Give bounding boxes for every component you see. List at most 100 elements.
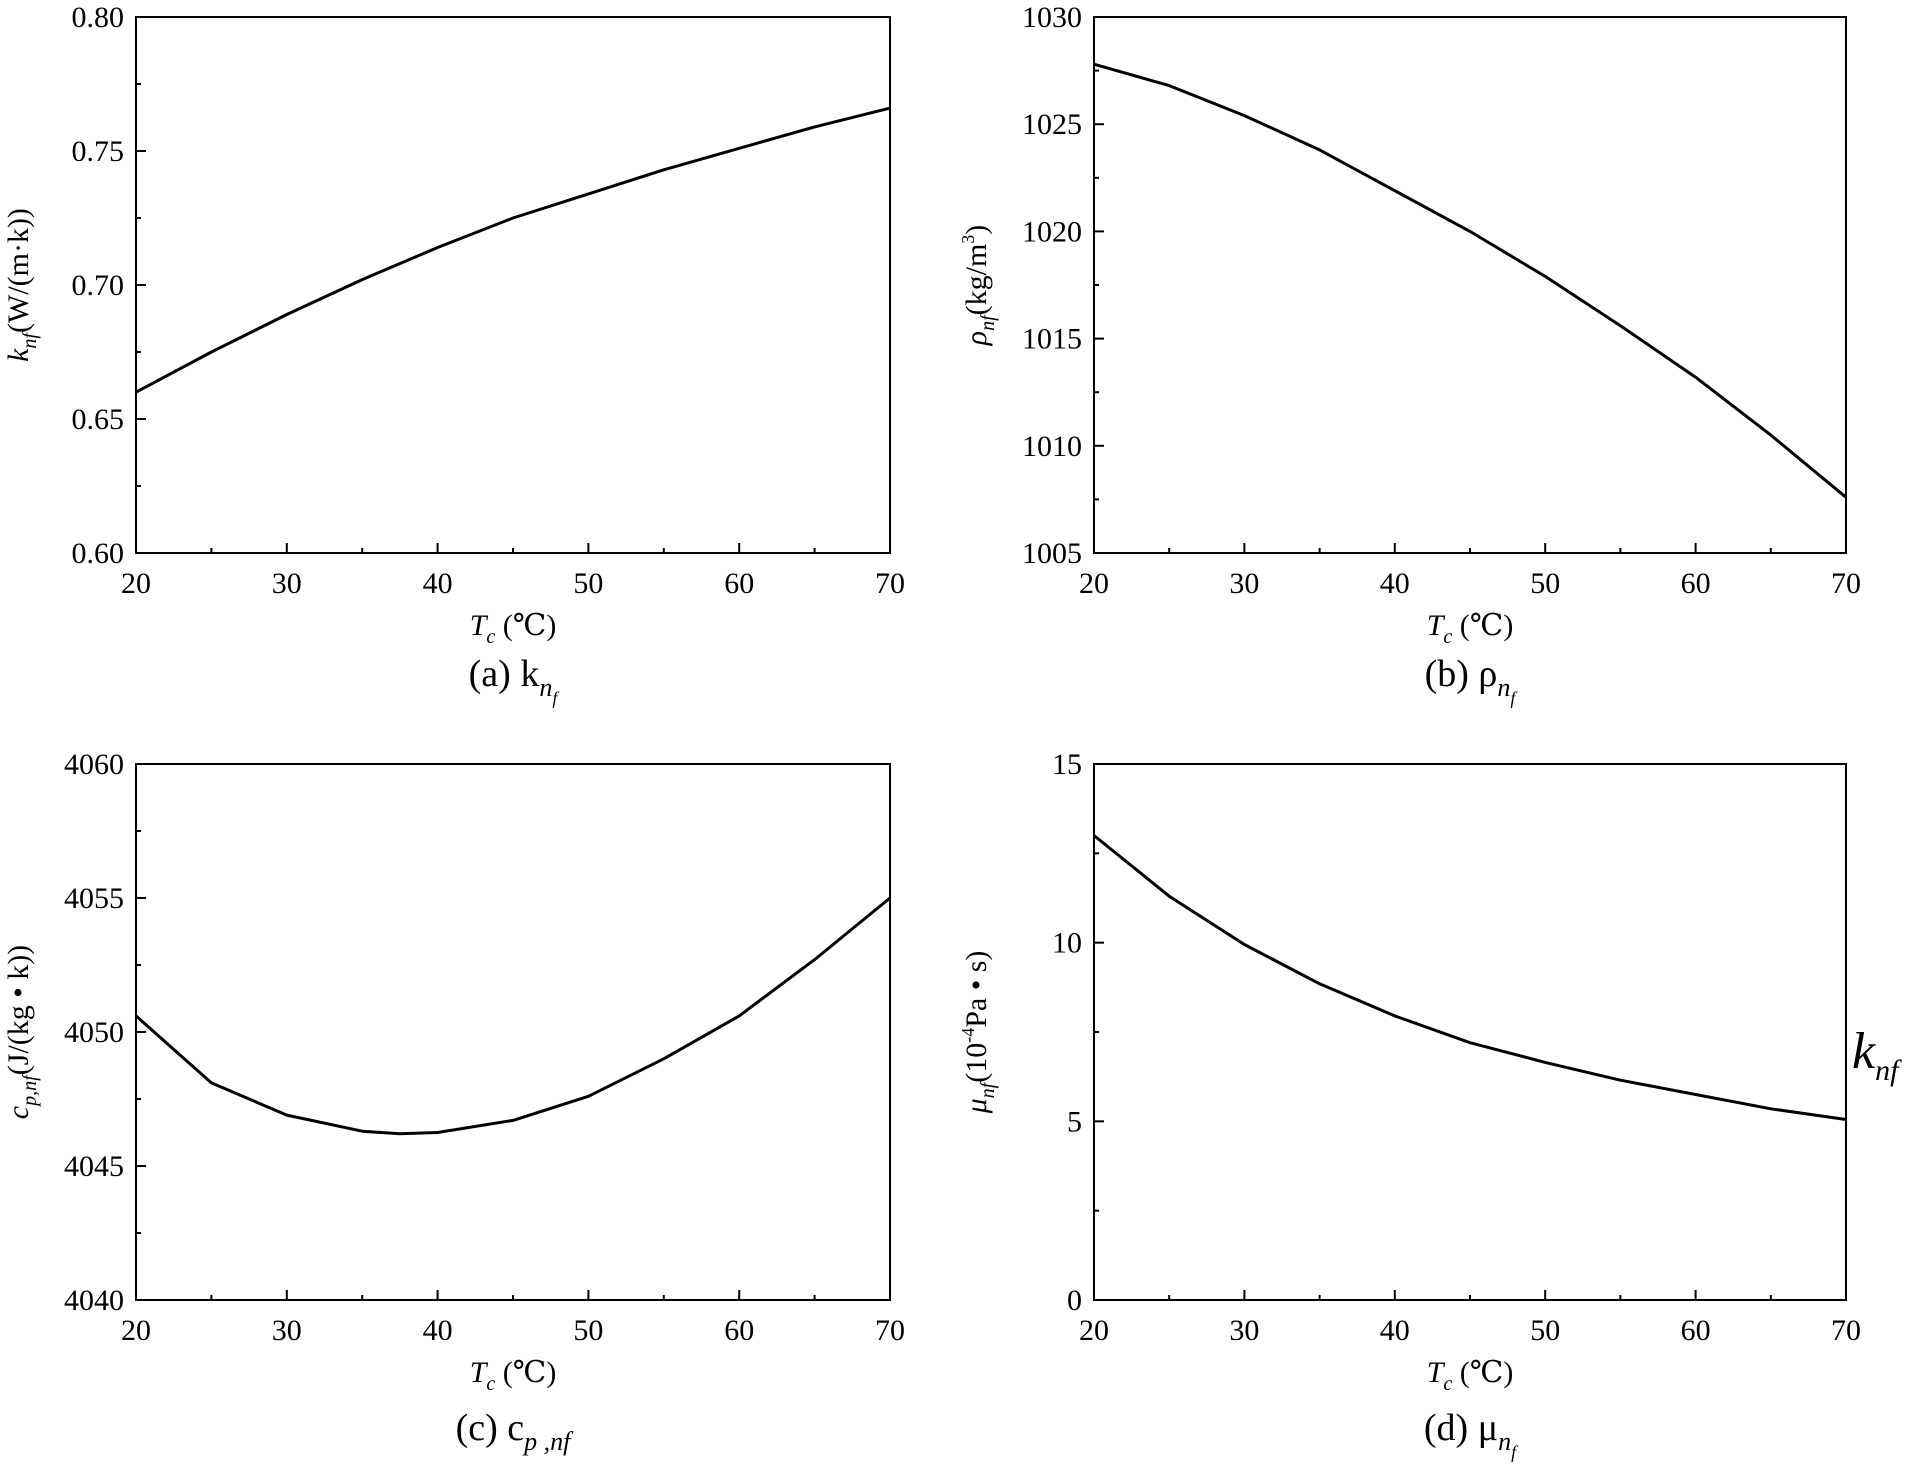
y-axis-subscript: nf xyxy=(977,1080,999,1098)
y-axis-subscript: nf xyxy=(19,331,41,349)
y-tick-label: 0.70 xyxy=(72,269,125,302)
y-tick-label: 4040 xyxy=(64,1284,124,1317)
x-tick-label: 70 xyxy=(1831,567,1861,600)
x-tick-label: 40 xyxy=(1380,567,1410,600)
x-tick-label: 40 xyxy=(423,567,453,600)
plot-frame xyxy=(1093,16,1847,554)
x-axis-label: Tc (℃) xyxy=(470,609,557,648)
x-tick-label: 70 xyxy=(875,1314,905,1347)
y-axis-unit-end: Pa • s) xyxy=(960,951,993,1028)
series-line xyxy=(135,106,891,394)
y-axis-symbol: μ xyxy=(960,1098,993,1114)
x-axis-unit: (℃) xyxy=(1452,609,1513,642)
y-tick-label: 1005 xyxy=(1022,537,1082,570)
y-tick-label: 1010 xyxy=(1022,430,1082,463)
y-axis-unit: (J/(kg • k)) xyxy=(2,945,35,1075)
caption-subscript: n xyxy=(1498,1427,1511,1456)
y-tick-label: 4055 xyxy=(64,882,124,915)
x-axis-unit: (℃) xyxy=(495,1356,556,1389)
x-axis-unit: (℃) xyxy=(1452,1356,1513,1389)
y-axis-subscript: p,nf xyxy=(19,1073,41,1108)
y-axis-label: ρnf(kg/m3) xyxy=(958,225,999,347)
y-tick-label: 1020 xyxy=(1022,215,1082,248)
plot-frame xyxy=(1093,763,1847,1301)
x-axis-symbol: T xyxy=(470,609,489,642)
caption-subscript: n xyxy=(539,673,552,702)
y-axis-label: knf(W/(m·k)) xyxy=(2,208,41,362)
x-axis-label: Tc (℃) xyxy=(1427,609,1514,648)
x-tick-label: 60 xyxy=(724,1314,754,1347)
caption-sub-subscript: f xyxy=(1510,688,1518,708)
y-tick-label: 0 xyxy=(1067,1284,1082,1317)
y-tick-label: 1015 xyxy=(1022,323,1082,356)
x-axis-unit: (℃) xyxy=(495,609,556,642)
caption-text: (c) c xyxy=(456,1407,525,1449)
x-tick-label: 70 xyxy=(1831,1314,1861,1347)
caption-subscript: n xyxy=(1497,673,1510,702)
chart-caption: (d) μnf xyxy=(1424,1407,1519,1462)
x-tick-label: 60 xyxy=(1681,567,1711,600)
caption-subscript: p ,nf xyxy=(522,1427,574,1456)
x-axis-label: Tc (℃) xyxy=(470,1356,557,1395)
x-tick-label: 50 xyxy=(1530,1314,1560,1347)
series-line xyxy=(1093,834,1847,1121)
x-axis-subscript: c xyxy=(486,1373,495,1395)
series-line xyxy=(1093,62,1847,499)
series-line xyxy=(135,896,891,1136)
y-tick-label: 0.60 xyxy=(72,537,125,570)
y-tick-label: 1025 xyxy=(1022,108,1082,141)
y-tick-label: 10 xyxy=(1052,927,1082,960)
x-axis-symbol: T xyxy=(1427,609,1446,642)
y-tick-label: 15 xyxy=(1052,748,1082,781)
x-tick-label: 40 xyxy=(423,1314,453,1347)
x-tick-label: 30 xyxy=(272,567,302,600)
stray-subscript: nf xyxy=(1875,1054,1902,1087)
y-axis-symbol: k xyxy=(2,348,35,362)
x-tick-label: 30 xyxy=(272,1314,302,1347)
x-tick-label: 50 xyxy=(1530,567,1560,600)
x-tick-label: 30 xyxy=(1229,1314,1259,1347)
stray-symbol: k xyxy=(1852,1023,1876,1080)
x-axis-label: Tc (℃) xyxy=(1427,1356,1514,1395)
y-axis-symbol: ρ xyxy=(960,331,993,346)
x-tick-label: 20 xyxy=(121,567,151,600)
x-axis-subscript: c xyxy=(486,626,495,648)
x-tick-label: 20 xyxy=(1079,1314,1109,1347)
y-axis-unit: (W/(m·k)) xyxy=(2,208,35,333)
caption-text: (a) k xyxy=(469,653,540,695)
chart-caption: (b) ρnf xyxy=(1425,653,1519,708)
x-tick-label: 20 xyxy=(121,1314,151,1347)
x-tick-label: 50 xyxy=(573,567,603,600)
chart-panel-b: 20 30 40 50 60 70 1005 1010 1015 1020 1025 1030 Tc (… xyxy=(958,1,1861,708)
y-axis-superscript: -4 xyxy=(958,1028,978,1043)
y-axis-superscript: 3 xyxy=(958,235,978,244)
plot-frame xyxy=(135,16,891,554)
y-axis-unit: (10 xyxy=(960,1043,993,1083)
y-axis-label: μnf(10-4Pa • s) xyxy=(958,951,999,1115)
x-axis-symbol: T xyxy=(1427,1356,1446,1389)
x-axis-symbol: T xyxy=(470,1356,489,1389)
x-axis-subscript: c xyxy=(1443,626,1452,648)
y-axis-label: cp,nf(J/(kg • k)) xyxy=(2,945,41,1119)
caption-text: (b) ρ xyxy=(1425,653,1498,695)
caption-sub-subscript: f xyxy=(552,688,560,708)
plot-frame xyxy=(135,763,891,1301)
x-axis-subscript: c xyxy=(1443,1373,1452,1395)
y-tick-label: 4060 xyxy=(64,748,124,781)
y-tick-label: 1030 xyxy=(1022,1,1082,34)
caption-sub-subscript: f xyxy=(1511,1442,1519,1462)
x-tick-label: 60 xyxy=(1681,1314,1711,1347)
x-tick-label: 40 xyxy=(1380,1314,1410,1347)
caption-text: (d) μ xyxy=(1424,1407,1498,1449)
stray-knf-label: knf xyxy=(1852,1023,1902,1087)
y-tick-label: 0.65 xyxy=(72,403,125,436)
x-tick-label: 30 xyxy=(1229,567,1259,600)
y-tick-label: 0.75 xyxy=(72,135,125,168)
y-tick-label: 4045 xyxy=(64,1150,124,1183)
chart-caption: (a) knf xyxy=(469,653,561,708)
y-tick-label: 5 xyxy=(1067,1105,1082,1138)
